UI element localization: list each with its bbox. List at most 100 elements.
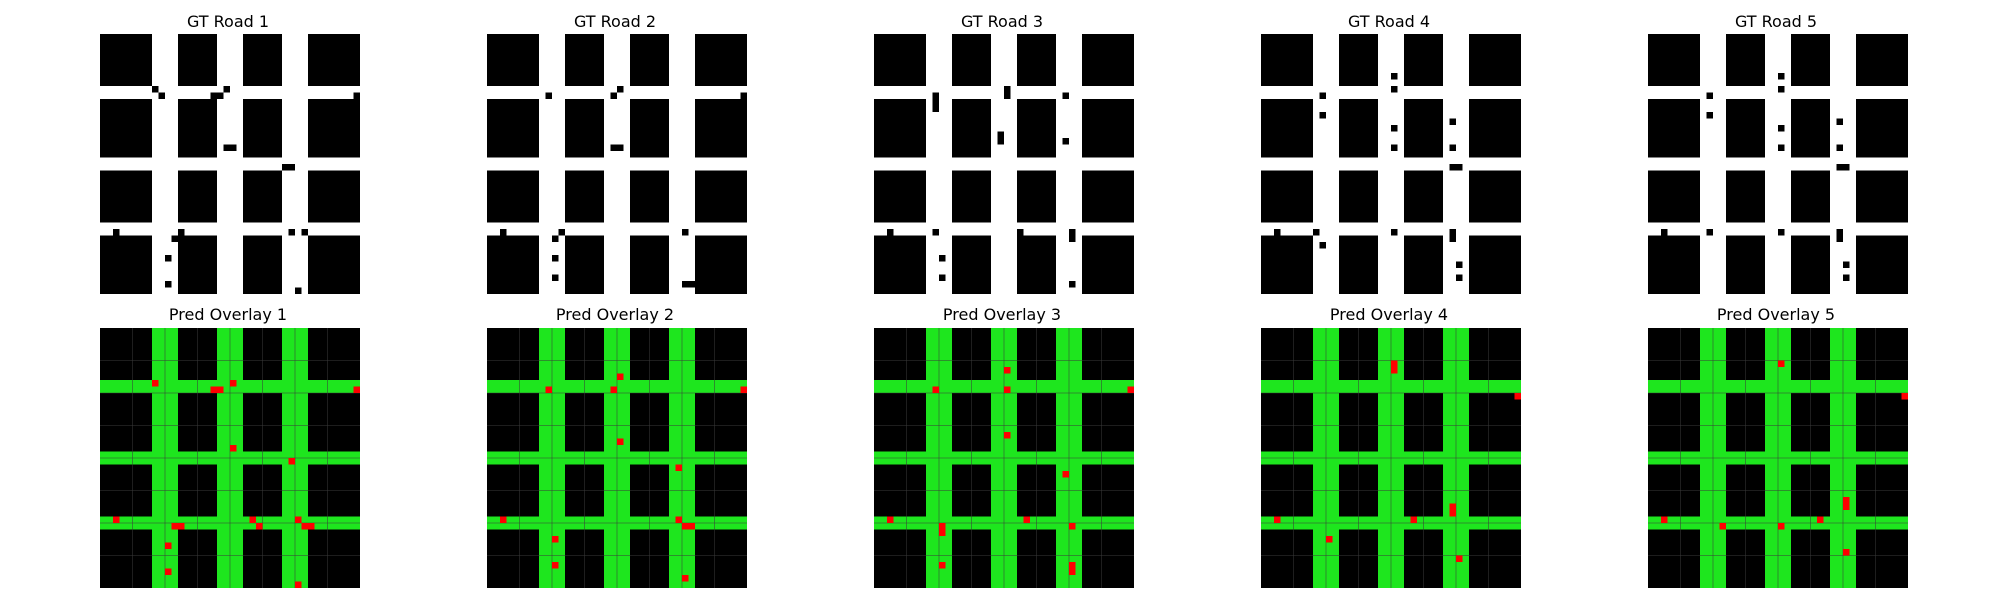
gt-road-notch bbox=[939, 274, 946, 281]
pred-error-pixel bbox=[545, 386, 552, 393]
pred-error-pixel bbox=[1326, 536, 1333, 543]
gt-road-notch bbox=[1843, 274, 1850, 281]
pred-error-pixel bbox=[165, 568, 172, 575]
pred-overlay-map-5 bbox=[1648, 328, 1908, 588]
gt-title-2: GT Road 2 bbox=[573, 12, 657, 31]
gt-road-notch bbox=[617, 86, 624, 93]
pred-title-4: Pred Overlay 4 bbox=[1329, 305, 1449, 324]
pred-error-pixel bbox=[1778, 523, 1785, 530]
pred-error-pixel bbox=[308, 523, 315, 530]
pred-error-pixel bbox=[1661, 516, 1668, 523]
pred-title-5: Pred Overlay 5 bbox=[1716, 305, 1836, 324]
pred-title-2: Pred Overlay 2 bbox=[555, 305, 675, 324]
gt-road-notch bbox=[1391, 229, 1398, 236]
gt-road-notch bbox=[1017, 229, 1024, 236]
pred-error-pixel bbox=[1062, 471, 1069, 478]
gt-road-notch bbox=[1449, 144, 1456, 151]
gt-road-notch bbox=[210, 92, 217, 99]
pred-overlay-map-2 bbox=[487, 328, 747, 588]
pred-error-pixel bbox=[617, 438, 624, 445]
pred-error-pixel bbox=[675, 464, 682, 471]
pred-error-pixel bbox=[1449, 503, 1456, 510]
gt-road-notch bbox=[158, 92, 165, 99]
pred-overlay-map-1 bbox=[100, 328, 360, 588]
pred-error-pixel bbox=[1843, 497, 1850, 504]
pred-overlay-panel-4 bbox=[1261, 328, 1521, 588]
gt-road-notch bbox=[682, 281, 689, 288]
pred-error-pixel bbox=[610, 386, 617, 393]
gt-road-notch bbox=[688, 281, 695, 288]
gt-road-notch bbox=[610, 144, 617, 151]
pred-overlay-panel-2 bbox=[487, 328, 747, 588]
pred-error-pixel bbox=[939, 523, 946, 530]
pred-error-pixel bbox=[1449, 510, 1456, 517]
gt-road-notch bbox=[1778, 73, 1785, 80]
pred-overlay-panel-5 bbox=[1648, 328, 1908, 588]
gt-road-notch bbox=[1391, 86, 1398, 93]
gt-road-notch bbox=[1836, 144, 1843, 151]
gt-road-notch bbox=[1778, 229, 1785, 236]
pred-title-3: Pred Overlay 3 bbox=[942, 305, 1062, 324]
gt-road-notch bbox=[1778, 144, 1785, 151]
gt-road-notch bbox=[1319, 242, 1326, 249]
gt-road-map-1 bbox=[100, 34, 360, 294]
pred-error-pixel bbox=[682, 575, 689, 582]
gt-road-notch bbox=[1456, 164, 1463, 171]
gt-road-notch bbox=[230, 144, 237, 151]
gt-horizontal-road-2 bbox=[100, 157, 360, 171]
gt-road-notch bbox=[932, 92, 939, 99]
pred-error-pixel bbox=[939, 529, 946, 536]
gt-road-notch bbox=[1456, 261, 1463, 268]
pred-error-pixel bbox=[301, 523, 308, 530]
gt-road-notch bbox=[1449, 229, 1456, 236]
gt-road-notch bbox=[171, 235, 178, 242]
gt-road-notch bbox=[1449, 118, 1456, 125]
gt-road-notch bbox=[1836, 118, 1843, 125]
gt-road-notch bbox=[1706, 92, 1713, 99]
gt-road-notch bbox=[178, 235, 185, 242]
gt-road-panel-2 bbox=[487, 34, 747, 294]
gt-road-notch bbox=[1778, 86, 1785, 93]
pred-error-pixel bbox=[171, 523, 178, 530]
pred-error-pixel bbox=[887, 516, 894, 523]
pred-overlay-map-3 bbox=[874, 328, 1134, 588]
gt-road-notch bbox=[256, 235, 263, 242]
gt-road-notch bbox=[1062, 92, 1069, 99]
gt-horizontal-road-3 bbox=[100, 222, 360, 236]
pred-error-pixel bbox=[552, 562, 559, 569]
gt-title-3: GT Road 3 bbox=[960, 12, 1044, 31]
pred-error-pixel bbox=[617, 373, 624, 380]
gt-road-notch bbox=[165, 255, 172, 262]
gt-road-notch bbox=[1319, 112, 1326, 119]
gt-road-notch bbox=[1836, 164, 1843, 171]
pred-overlay-panel-1 bbox=[100, 328, 360, 588]
pred-error-pixel bbox=[295, 516, 302, 523]
gt-road-notch bbox=[353, 92, 360, 99]
gt-road-notch bbox=[1004, 92, 1011, 99]
gt-horizontal-road-2 bbox=[1261, 157, 1521, 171]
pred-error-pixel bbox=[932, 386, 939, 393]
gt-road-notch bbox=[1706, 112, 1713, 119]
gt-road-notch bbox=[223, 86, 230, 93]
gt-horizontal-road-2 bbox=[487, 157, 747, 171]
pred-error-pixel bbox=[1456, 555, 1463, 562]
pred-error-pixel bbox=[1127, 386, 1134, 393]
pred-error-pixel bbox=[1719, 523, 1726, 530]
pred-overlay-map-4 bbox=[1261, 328, 1521, 588]
gt-road-panel-4 bbox=[1261, 34, 1521, 294]
gt-horizontal-road-2 bbox=[874, 157, 1134, 171]
pred-error-pixel bbox=[217, 386, 224, 393]
pred-error-pixel bbox=[165, 542, 172, 549]
gt-road-panel-1 bbox=[100, 34, 360, 294]
gt-horizontal-road-2 bbox=[1648, 157, 1908, 171]
gt-road-notch bbox=[500, 229, 507, 236]
gt-title-1: GT Road 1 bbox=[186, 12, 270, 31]
pred-error-pixel bbox=[1410, 516, 1417, 523]
pred-error-pixel bbox=[1069, 523, 1076, 530]
gt-road-notch bbox=[610, 92, 617, 99]
gt-road-panel-3 bbox=[874, 34, 1134, 294]
gt-road-map-4 bbox=[1261, 34, 1521, 294]
pred-error-pixel bbox=[295, 581, 302, 588]
gt-road-notch bbox=[295, 287, 302, 294]
gt-road-map-3 bbox=[874, 34, 1134, 294]
